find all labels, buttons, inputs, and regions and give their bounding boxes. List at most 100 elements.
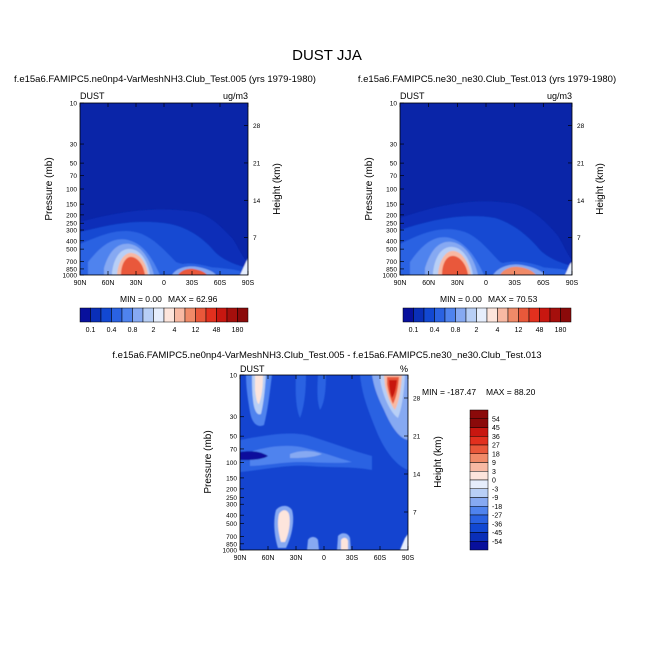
panel-c-contour-8 — [295, 375, 306, 418]
x-tick-label: 30N — [451, 280, 464, 287]
colorbar-label: 180 — [232, 327, 244, 334]
y-tick-label: 70 — [390, 173, 398, 180]
y-tick-label: 300 — [386, 228, 397, 235]
y-tick-label: 250 — [386, 221, 397, 228]
panel-c-ylabel-right: Height (km) — [433, 436, 444, 488]
panel-c-ylabel: Pressure (mb) — [203, 430, 214, 493]
panel-a-min: MIN = 0.00 — [120, 294, 162, 304]
panel-c-units: % — [400, 364, 408, 374]
x-tick-label: 60N — [102, 280, 115, 287]
y-tick-label: 70 — [230, 446, 238, 453]
x-tick-label: 90S — [242, 280, 255, 287]
panel-b-contour-12 — [565, 262, 572, 275]
y-tick-label: 850 — [226, 541, 237, 548]
colorbar-box — [469, 514, 489, 524]
y-tick-label-right: 7 — [253, 235, 257, 242]
panel-a-ylabel: Pressure (mb) — [44, 157, 55, 220]
y-tick-label-right: 7 — [413, 509, 417, 516]
figure-title: DUST JJA — [292, 47, 362, 64]
panel-a-contour-8 — [121, 256, 145, 275]
colorbar-box — [518, 307, 530, 323]
x-tick-label: 60N — [262, 555, 275, 562]
colorbar-label: 36 — [492, 434, 500, 441]
x-tick-label: 90N — [74, 280, 87, 287]
panel-c-max: MAX = 88.20 — [486, 387, 536, 397]
y-tick-label: 200 — [386, 212, 397, 219]
colorbar-label: 12 — [515, 327, 523, 334]
colorbar-label: 0.8 — [128, 327, 138, 334]
colorbar-label: -45 — [492, 530, 502, 537]
y-tick-label: 400 — [386, 238, 397, 245]
y-tick-label-right: 28 — [253, 123, 261, 130]
y-tick-label: 700 — [386, 259, 397, 266]
x-tick-label: 60S — [374, 555, 387, 562]
colorbar-box — [469, 444, 489, 454]
colorbar-label: 27 — [492, 443, 500, 450]
colorbar-box — [216, 307, 228, 323]
panel-b-axes: 90N 60N 30N 0 30S 60S 90S 10 30 50 70 100 150 200 2503… — [383, 101, 585, 288]
panel-c-field — [240, 375, 408, 550]
colorbar-box — [413, 307, 425, 323]
colorbar-box — [507, 307, 519, 323]
panel-c-contour-20 — [341, 537, 348, 550]
colorbar-box — [153, 307, 165, 323]
x-tick-label: 90N — [234, 555, 247, 562]
panel-b-ylabel: Pressure (mb) — [364, 157, 375, 220]
colorbar-label: 2 — [152, 327, 156, 334]
colorbar-box — [549, 307, 561, 323]
colorbar-box — [469, 497, 489, 507]
y-tick-label: 400 — [226, 513, 237, 520]
y-tick-label-right: 14 — [413, 471, 421, 478]
y-tick-label-right: 14 — [577, 198, 585, 205]
colorbar-box — [423, 307, 435, 323]
colorbar-label: 0 — [492, 478, 496, 485]
panel-b-variable: DUST — [400, 91, 425, 101]
y-tick-label-right: 14 — [253, 198, 261, 205]
panel-a-contour-11 — [178, 268, 207, 275]
panel-c-contour-17 — [277, 510, 290, 542]
panel-c-contour-18 — [307, 537, 319, 550]
y-tick-label: 500 — [226, 521, 237, 528]
y-tick-label: 250 — [66, 221, 77, 228]
x-tick-label: 30N — [130, 280, 143, 287]
colorbar-box — [469, 532, 489, 542]
panel-c: f.e15a6.FAMIPC5.ne0np4-VarMeshNH3.Club_T… — [112, 350, 541, 562]
y-tick-label: 850 — [386, 266, 397, 273]
y-tick-label: 30 — [390, 142, 398, 149]
y-tick-label: 30 — [230, 414, 238, 421]
colorbar-box — [121, 307, 133, 323]
panel-b-contour-11 — [500, 266, 536, 275]
x-tick-label: 90S — [402, 555, 415, 562]
panel-c-contour-3 — [290, 451, 322, 458]
y-tick-label-right: 28 — [413, 395, 421, 402]
panel-a-field — [80, 103, 248, 275]
x-tick-label: 60N — [422, 280, 435, 287]
colorbar-label: 12 — [192, 327, 200, 334]
y-tick-label-right: 21 — [577, 160, 585, 167]
y-tick-label: 100 — [226, 460, 237, 467]
panel-c-variable: DUST — [240, 364, 265, 374]
colorbar-label: 4 — [173, 327, 177, 334]
x-tick-label: 30S — [186, 280, 199, 287]
panel-b-ylabel-right: Height (km) — [595, 163, 606, 215]
colorbar-label: 54 — [492, 416, 500, 423]
colorbar-label: -18 — [492, 504, 502, 511]
y-tick-label: 150 — [226, 475, 237, 482]
y-tick-label: 700 — [66, 259, 77, 266]
colorbar-box — [226, 307, 238, 323]
colorbar-label: 4 — [496, 327, 500, 334]
colorbar-box — [111, 307, 123, 323]
colorbar-box — [469, 418, 489, 428]
panel-c-contour-4 — [240, 451, 268, 460]
colorbar-box — [469, 479, 489, 489]
y-tick-label: 1000 — [383, 273, 398, 280]
panel-a: f.e15a6.FAMIPC5.ne0np4-VarMeshNH3.Club_T… — [14, 74, 316, 304]
panel-b-colorbar: 0.1 0.4 0.8 2 4 12 48 180 — [402, 307, 572, 334]
y-tick-label-right: 28 — [577, 123, 585, 130]
x-tick-label: 0 — [322, 555, 326, 562]
panel-c-axes: 90N 60N 30N 0 30S 60S 90S 10 30 50 70 100 150 200 2503… — [223, 373, 421, 563]
colorbar-box — [402, 307, 414, 323]
x-tick-label: 90N — [394, 280, 407, 287]
panel-a-axes: 90N 60N 30N 0 30S 60S 90S 10 30 50 70 100 150 200 2503… — [63, 101, 261, 288]
